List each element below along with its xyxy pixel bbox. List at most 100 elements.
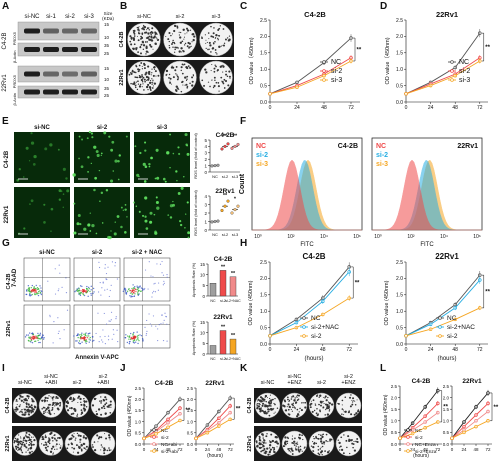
colony-dot	[76, 444, 78, 447]
colony-dot	[203, 84, 205, 87]
colony-dot	[144, 31, 147, 34]
colony-dot	[229, 77, 231, 79]
significance-bracket	[481, 32, 485, 62]
colony-dot	[20, 436, 22, 438]
event-dot	[135, 290, 137, 293]
colony-dot	[208, 41, 211, 44]
y-tick-label: 1.0	[260, 309, 267, 315]
event-dot	[110, 311, 113, 313]
colony-dot	[292, 402, 295, 404]
event-dot	[81, 290, 84, 293]
cell-signal	[66, 189, 70, 193]
colony-dot	[174, 89, 177, 91]
y-tick-label: 1.5	[396, 293, 403, 299]
data-point	[220, 147, 224, 151]
colony-dot	[274, 397, 276, 400]
colony-dot	[316, 414, 319, 417]
y-tick-label: 0.5	[260, 83, 267, 89]
event-dot	[131, 289, 134, 291]
event-dot	[145, 333, 148, 335]
colony-dot	[140, 62, 143, 64]
colony-dot	[141, 32, 144, 35]
colony-dot	[304, 446, 306, 448]
colony-dot	[319, 448, 322, 450]
colony-dot	[321, 435, 324, 439]
event-dot	[31, 332, 33, 335]
colony-dot	[258, 407, 261, 411]
colony-dot	[286, 440, 289, 443]
event-dot	[86, 285, 88, 288]
colony-dot	[56, 448, 58, 450]
significance-label: **	[357, 48, 362, 54]
colony-dot	[214, 37, 216, 39]
colony-dot	[133, 81, 136, 84]
colony-dot	[349, 452, 351, 455]
legend-label: NC	[415, 428, 422, 434]
colony-dot	[287, 437, 290, 440]
event-dot	[99, 281, 101, 284]
event-dot	[85, 291, 87, 293]
histogram-legend: NC	[376, 143, 386, 150]
colony-dot	[100, 406, 103, 409]
colony-dot	[288, 399, 291, 402]
y-tick-label: 0.0	[187, 442, 194, 447]
colony-dot	[299, 448, 302, 451]
event-dot	[34, 288, 36, 291]
event-dot	[79, 292, 82, 294]
colony-dot	[22, 441, 25, 444]
event-dot	[126, 290, 129, 293]
colony-dot	[93, 448, 97, 452]
data-point	[223, 144, 227, 148]
panel-letter-J: J	[120, 363, 126, 374]
cell-signal	[177, 146, 180, 149]
colony-dot	[137, 27, 140, 29]
blot-size: 10	[104, 77, 110, 82]
colony-dot	[296, 443, 299, 445]
cell-signal	[144, 165, 148, 168]
event-dot	[141, 338, 144, 340]
event-dot	[88, 332, 90, 335]
colony-dot	[261, 441, 263, 443]
colony-dot	[137, 83, 140, 85]
colony-dot	[343, 414, 345, 416]
colony-dot	[351, 439, 353, 441]
scatter-frame	[73, 257, 121, 302]
colony-dot	[18, 405, 21, 408]
colony-dot	[51, 436, 54, 439]
colony-dot	[96, 434, 99, 437]
colony-dot	[356, 399, 358, 401]
colony-dot	[287, 398, 289, 401]
colony-dot	[30, 443, 33, 447]
colony-dot	[130, 82, 132, 85]
y-tick-label: 0.5	[443, 430, 450, 435]
cell-signal	[186, 201, 189, 204]
event-dot	[163, 280, 165, 282]
colony-dot	[325, 439, 328, 442]
event-dot	[83, 337, 85, 339]
colony-dot	[95, 412, 99, 416]
event-dot	[131, 338, 134, 340]
cell-signal	[150, 156, 153, 160]
event-dot	[38, 334, 40, 337]
colony-dot	[211, 79, 213, 81]
plate-header: +ABI	[45, 380, 58, 386]
y-tick-label: 1	[204, 219, 207, 224]
colony-dot	[262, 402, 265, 405]
colony-dot	[151, 68, 153, 70]
colony-dot	[18, 434, 20, 436]
event-dot	[29, 290, 31, 293]
event-dot	[87, 290, 89, 292]
colony-dot	[85, 400, 87, 402]
colony-dot	[191, 41, 193, 43]
data-point	[220, 208, 224, 213]
colony-dot	[293, 442, 295, 445]
x-tick-label: 48	[452, 347, 458, 353]
colony-dot	[169, 77, 172, 80]
blot-group-label: 22Rv1	[2, 74, 8, 92]
event-dot	[85, 342, 87, 344]
y-tick-label: 2	[204, 157, 207, 162]
event-dot	[37, 294, 40, 297]
colony-dot	[185, 79, 188, 81]
chart-ylabel: OD value (450nm)	[384, 280, 390, 325]
